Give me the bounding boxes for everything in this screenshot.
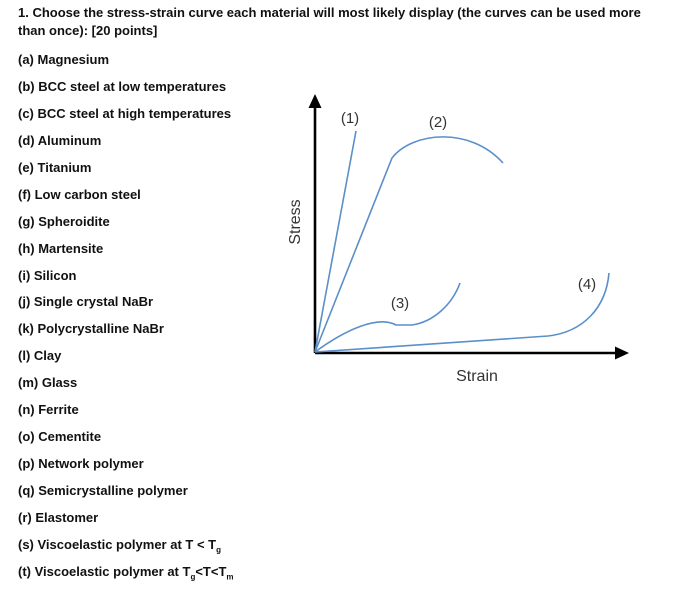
list-item-c: (c) BCC steel at high temperatures [18,106,232,121]
curve-1 [314,130,357,353]
x-axis-arrowhead [615,346,629,360]
curve-4 [314,272,610,353]
list-item-t-subscript-m: m [226,572,234,582]
curve-2 [314,136,504,353]
list-item-f: (f) Low carbon steel [18,187,141,202]
list-item-h: (h) Martensite [18,241,104,256]
list-item-t-text: (t) Viscoelastic polymer at T [18,564,191,579]
list-item-r: (r) Elastomer [18,510,99,525]
curve-3 [314,282,461,353]
list-item-a: (a) Magnesium [18,52,110,67]
list-item-e: (e) Titanium [18,160,92,175]
question-prompt: 1. Choose the stress-strain curve each m… [18,5,641,38]
list-item-t: (t) Viscoelastic polymer at Tg<T<Tm [18,564,234,582]
list-item-s: (s) Viscoelastic polymer at T < Tg [18,537,221,555]
list-item-s-subscript: g [216,545,221,555]
list-item-q: (q) Semicrystalline polymer [18,483,188,498]
list-item-l: (l) Clay [18,348,62,363]
list-item-t-subscript-g: g [190,572,196,582]
curve-label-2: (2) [429,114,447,131]
y-axis-arrowhead [308,94,322,108]
list-item-i: (i) Silicon [18,268,77,283]
curve-label-3: (3) [391,295,409,312]
list-item-g: (g) Spheroidite [18,214,110,229]
list-item-p: (p) Network polymer [18,456,144,471]
list-item-k: (k) Polycrystalline NaBr [18,321,164,336]
stress-strain-diagram: Stress Strain (1) (2) (3) (4) [287,94,629,385]
list-item-m: (m) Glass [18,375,78,390]
list-item-j: (j) Single crystal NaBr [18,294,154,309]
list-item-t-text-mid: <T<T [195,564,227,579]
curve-label-1: (1) [341,110,359,127]
curve-label-4: (4) [578,276,596,293]
list-item-b: (b) BCC steel at low temperatures [18,79,227,94]
y-axis-label: Stress [287,199,304,244]
list-item-n: (n) Ferrite [18,402,79,417]
list-item-s-text: (s) Viscoelastic polymer at T < T [18,537,217,552]
list-item-d: (d) Aluminum [18,133,102,148]
list-item-o: (o) Cementite [18,429,102,444]
x-axis-label: Strain [456,368,498,385]
